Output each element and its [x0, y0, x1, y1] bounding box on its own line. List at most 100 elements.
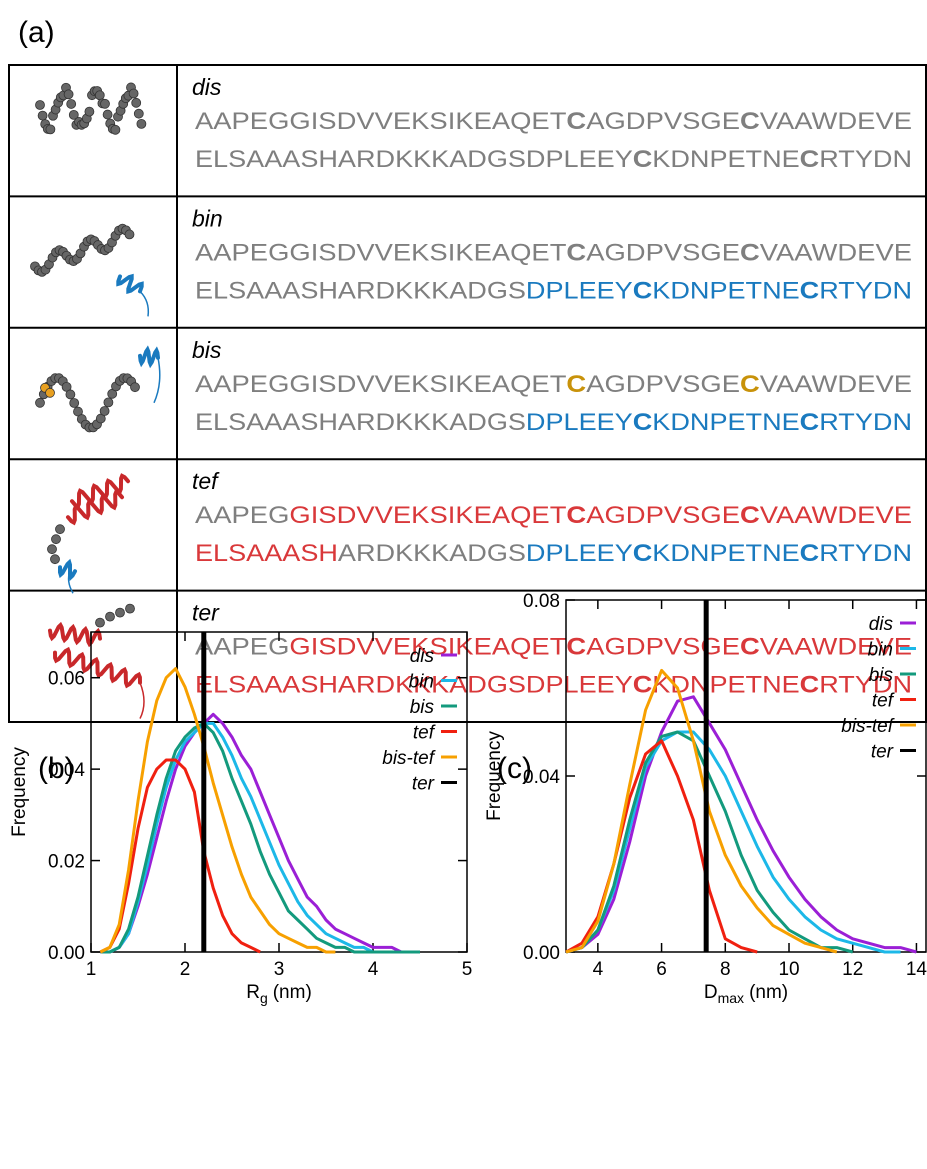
bead — [100, 98, 110, 109]
x-axis-label-unit: (nm) — [749, 982, 788, 1003]
helix — [116, 273, 144, 295]
sequence-segment: AAPEGGISDVVEKSIKEAQET — [195, 108, 567, 135]
sequence-segment: C — [800, 540, 820, 567]
row-name: bin — [192, 205, 223, 231]
sequence-segment: ELSAAASHARDKKKADGS — [195, 277, 526, 304]
sequence-segment: ELSAAASHARDKKKADGS — [195, 409, 526, 436]
bead — [130, 382, 140, 393]
sequence-segment: AAPEGGISDVVEKSIKEAQET — [195, 371, 567, 398]
coil — [67, 570, 74, 594]
sequence-segment: AAPEG — [195, 502, 289, 529]
sequence-segment: RTYDN — [819, 672, 912, 699]
sequence-segment: GISDVVEKSIKEAQET — [289, 502, 566, 529]
sequence-segment: C — [800, 672, 820, 699]
helix — [53, 646, 142, 689]
bead — [47, 544, 57, 555]
sequence-segment: AGDPVSGE — [586, 371, 740, 398]
bead — [69, 398, 80, 408]
panel-label: (b) — [38, 752, 75, 785]
sequence-segment: RTYDN — [819, 146, 912, 173]
bead — [65, 389, 76, 400]
coil — [153, 357, 161, 404]
bead — [136, 118, 147, 129]
helix — [58, 558, 77, 581]
panel-label: (c) — [497, 752, 532, 785]
bead — [37, 110, 48, 121]
sequence-segment: VAAWDEVE — [760, 239, 912, 266]
sequence-segment: DPLEEY — [526, 277, 633, 304]
y-tick-label: 0.00 — [48, 943, 85, 964]
legend-label: tef — [872, 691, 895, 712]
sequence-segment: C — [633, 672, 653, 699]
sequence-segment: ARDKKKADGS — [338, 540, 526, 567]
x-axis-label-main: R — [246, 982, 260, 1003]
y-tick-label: 0.00 — [523, 943, 560, 964]
y-tick-label: 0.08 — [523, 591, 560, 612]
helix — [48, 621, 102, 648]
sequence-segment: C — [633, 146, 653, 173]
sequence-segment: C — [566, 108, 586, 135]
x-tick-label: 10 — [778, 959, 799, 980]
sequence-segment: VAAWDEVE — [760, 634, 912, 661]
series-line — [100, 721, 420, 954]
legend-label: bis-tef — [841, 716, 894, 737]
sequence-segment: C — [740, 634, 760, 661]
series-line — [565, 730, 854, 954]
legend-label: ter — [412, 774, 435, 795]
bead — [99, 406, 110, 416]
sequence-segment: KDNPETNE — [652, 540, 799, 567]
legend-label: bin — [868, 640, 893, 661]
bead — [133, 108, 144, 119]
sequence-segment: AAPEG — [195, 634, 289, 661]
sequence-segment: C — [566, 502, 586, 529]
x-tick-label: 6 — [656, 959, 667, 980]
x-tick-label: 2 — [180, 959, 191, 980]
legend-label: dis — [869, 614, 894, 635]
sequence-segment: ELSAAASHARDKKKADGSDPLEEY — [195, 672, 633, 699]
x-axis-label: Dmax (nm) — [704, 982, 788, 1006]
bead — [50, 554, 60, 565]
bead — [95, 413, 106, 424]
x-tick-label: 4 — [593, 959, 604, 980]
helix — [138, 345, 160, 369]
sequence-segment: AAPEGGISDVVEKSIKEAQET — [195, 239, 567, 266]
bead — [35, 397, 45, 408]
x-axis-label-sub: g — [260, 990, 268, 1006]
series-line — [565, 695, 917, 954]
sequence-segment: KDNPETNE — [652, 277, 799, 304]
legend-label: ter — [871, 742, 894, 763]
bead — [115, 607, 125, 618]
bead — [66, 99, 77, 109]
series-line — [565, 668, 838, 954]
x-tick-label: 8 — [720, 959, 731, 980]
series-line — [565, 739, 758, 954]
row-name: ter — [192, 600, 220, 626]
bead — [45, 387, 55, 398]
bead — [45, 124, 56, 135]
y-tick-label: 0.06 — [48, 669, 85, 690]
bead — [102, 109, 113, 120]
sequence-segment: DPLEEY — [526, 409, 633, 436]
legend-label: bis-tef — [382, 748, 435, 769]
x-tick-label: 4 — [368, 959, 379, 980]
series-line — [565, 730, 901, 954]
sequence-segment: C — [633, 540, 653, 567]
sequence-segment: DPLEEY — [526, 540, 633, 567]
row-name: dis — [192, 74, 222, 100]
bead — [125, 603, 135, 614]
bead — [51, 534, 61, 545]
bead — [95, 617, 105, 628]
bead — [84, 106, 95, 117]
y-tick-label: 0.04 — [523, 767, 560, 788]
series-line — [100, 721, 420, 954]
sequence-segment: C — [566, 239, 586, 266]
x-tick-label: 1 — [86, 959, 97, 980]
coil — [139, 290, 150, 317]
x-axis-label: Rg (nm) — [246, 982, 312, 1006]
